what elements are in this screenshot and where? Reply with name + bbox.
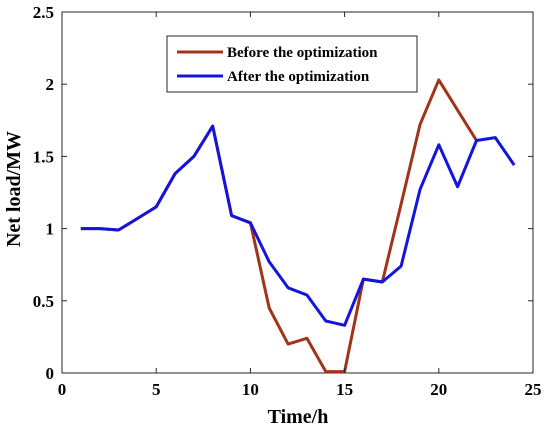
y-tick-label: 2 [46, 75, 55, 94]
legend-label-1: Before the optimization [227, 45, 378, 61]
y-tick-label: 2.5 [33, 3, 54, 22]
x-tick-label: 0 [58, 380, 67, 399]
x-tick-label: 10 [242, 380, 259, 399]
x-tick-label: 20 [430, 380, 447, 399]
plot-area-border [61, 11, 534, 374]
legend-label-2: After the optimization [227, 69, 370, 85]
legend: Before the optimization After the optimiz… [166, 35, 418, 93]
ticks-layer: 0 5 10 15 20 25 0 0.5 1 1.5 2 2.5 [33, 3, 542, 399]
y-tick-label: 0 [46, 364, 55, 383]
x-tick-label: 5 [152, 380, 161, 399]
y-tick-label: 1 [46, 220, 55, 239]
legend-box [166, 35, 418, 93]
y-tick-label: 1.5 [33, 147, 54, 166]
y-tick-label: 0.5 [33, 292, 54, 311]
plot-frame [61, 11, 534, 374]
series-line-1 [80, 78, 478, 374]
y-axis-label: Net load/MW [3, 131, 25, 247]
x-tick-label: 25 [525, 380, 542, 399]
series-line-2 [80, 124, 516, 327]
x-axis-label: Time/h [268, 406, 329, 428]
series-layer [80, 78, 516, 374]
x-tick-label: 15 [336, 380, 353, 399]
